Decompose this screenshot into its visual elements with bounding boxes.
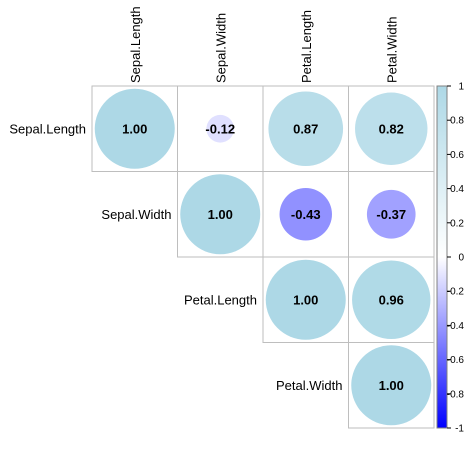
correlation-circle	[355, 92, 428, 165]
row-label: Sepal.Width	[101, 207, 171, 222]
correlation-value: -0.43	[291, 207, 321, 222]
column-label: Sepal.Length	[128, 6, 143, 83]
colorbar-tick-label: 0.6	[450, 150, 464, 161]
correlation-circle	[279, 188, 332, 241]
correlation-value: 1.00	[293, 292, 318, 307]
correlation-values: 1.00 -0.12 0.87 0.82 1.00 -0.43 -0.37 1.00 0.96 1…	[122, 121, 406, 393]
row-labels: Sepal.Length Sepal.Width Petal.Length Petal…	[9, 121, 342, 393]
correlation-circle	[265, 259, 346, 340]
correlation-circle	[180, 174, 261, 255]
colorbar-tick-label: -0.8	[447, 389, 465, 400]
correlation-value: 1.00	[208, 207, 233, 222]
correlation-circle	[206, 114, 235, 143]
correlation-circles	[94, 88, 432, 426]
column-label: Petal.Width	[384, 17, 399, 83]
colorbar-tick-label: 0.2	[450, 218, 464, 229]
colorbar-tick-label: 1	[458, 82, 464, 93]
correlation-circle	[268, 91, 344, 167]
correlation-circle	[366, 189, 416, 239]
colorbar-tick-label: 0.4	[450, 184, 464, 195]
colorbar-tick-label: -1	[455, 424, 464, 435]
correlation-value: 0.87	[293, 121, 318, 136]
colorbar-tick-label: 0.8	[450, 116, 464, 127]
correlation-value: 0.96	[379, 292, 404, 307]
correlation-circle	[351, 345, 432, 426]
colorbar-tick-label: -0.6	[447, 355, 465, 366]
column-label: Petal.Length	[299, 10, 314, 83]
colorbar-tick-label: -0.2	[447, 287, 465, 298]
row-label: Petal.Width	[276, 378, 342, 393]
column-labels: Sepal.Length Sepal.Width Petal.Length Petal…	[128, 6, 400, 83]
colorbar-gradient	[436, 85, 448, 429]
colorbar-tick-label: -0.4	[447, 321, 465, 332]
grid	[91, 85, 435, 429]
correlation-value: 1.00	[379, 378, 404, 393]
column-label: Sepal.Width	[213, 13, 228, 83]
colorbar: 1 0.8 0.6 0.4 0.2 0 -0.2 -0.4 -0.6 -0.8 -1	[436, 82, 465, 435]
grid-cell	[348, 342, 435, 429]
correlation-value: 1.00	[122, 121, 147, 136]
correlation-value: 0.82	[379, 121, 404, 136]
colorbar-tick-label: 0	[458, 253, 464, 264]
correlation-value: -0.12	[205, 121, 235, 136]
row-label: Petal.Length	[184, 292, 257, 307]
correlation-circle	[352, 260, 431, 339]
correlation-value: -0.37	[376, 207, 406, 222]
row-label: Sepal.Length	[9, 121, 86, 136]
correlation-circle	[94, 88, 175, 169]
